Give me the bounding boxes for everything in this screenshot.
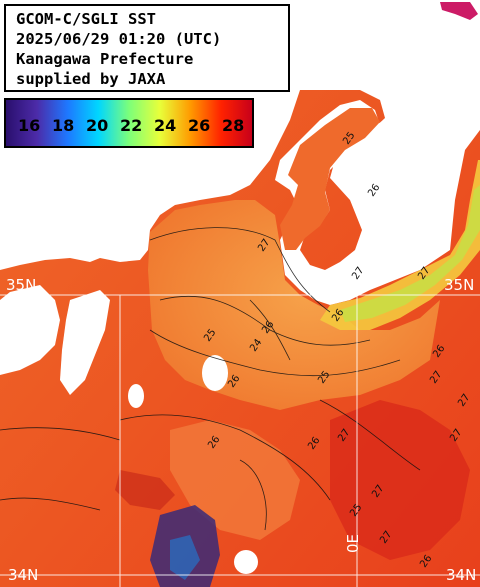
info-datetime: 2025/06/29 01:20 (UTC) <box>16 30 222 48</box>
grid-lines <box>0 294 480 587</box>
legend-label: 26 <box>188 116 211 135</box>
info-supplier: supplied by JAXA <box>16 70 166 88</box>
legend-label: 24 <box>154 116 177 135</box>
color-legend: 16 18 20 22 24 26 28 <box>4 98 254 148</box>
cool-patch <box>170 420 300 540</box>
island-1 <box>202 355 228 391</box>
legend-color-bar <box>6 100 252 146</box>
island-3 <box>128 384 144 408</box>
lat-label-35n-left: 35N <box>6 276 37 294</box>
lat-label-34n-left: 34N <box>8 566 39 584</box>
land-west-2 <box>60 290 110 395</box>
legend-label: 18 <box>52 116 75 135</box>
island-2 <box>234 550 258 574</box>
cloud-area-2 <box>170 535 200 580</box>
lat-label-35n-right: 35N <box>444 276 475 294</box>
lat-label-34n-right: 34N <box>446 566 477 584</box>
info-region: Kanagawa Prefecture <box>16 50 194 68</box>
lon-label-bottom: 0E <box>344 533 362 553</box>
legend-label: 22 <box>120 116 143 135</box>
legend-label: 28 <box>222 116 245 135</box>
hot-patch <box>330 400 470 560</box>
info-box: GCOM-C/SGLI SST 2025/06/29 01:20 (UTC) K… <box>4 4 290 92</box>
coastal-band <box>320 160 480 330</box>
info-title: GCOM-C/SGLI SST <box>16 10 156 28</box>
legend-labels: 16 18 20 22 24 26 28 <box>18 116 252 135</box>
hot-patch-2 <box>115 470 175 510</box>
contour-lines <box>0 227 421 531</box>
land-west <box>0 285 60 375</box>
tokyo-bay <box>280 108 380 250</box>
marker-top-right <box>440 2 478 20</box>
legend-label: 16 <box>18 116 41 135</box>
legend-label: 20 <box>86 116 109 135</box>
